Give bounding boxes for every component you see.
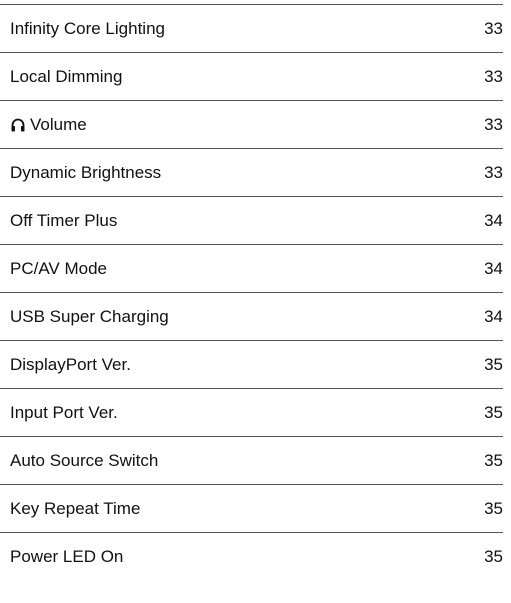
page-number: 35 (484, 402, 503, 422)
title-text: Infinity Core Lighting (10, 18, 165, 38)
toc-list: Infinity Core Lighting 33 Local Dimming 33 … (0, 4, 503, 580)
toc-title: USB Super Charging (0, 307, 169, 327)
toc-row: Infinity Core Lighting 33 (0, 4, 503, 52)
toc-row: Volume 33 (0, 100, 503, 148)
page-number: 34 (484, 306, 503, 326)
title-text: Input Port Ver. (10, 402, 118, 422)
toc-title: PC/AV Mode (0, 259, 107, 279)
page-number: 34 (484, 258, 503, 278)
page-number: 33 (484, 162, 503, 182)
toc-title: DisplayPort Ver. (0, 355, 131, 375)
toc-row: Auto Source Switch 35 (0, 436, 503, 484)
toc-title: Key Repeat Time (0, 499, 140, 519)
title-text: Off Timer Plus (10, 210, 118, 230)
toc-row: Dynamic Brightness 33 (0, 148, 503, 196)
toc-title: Auto Source Switch (0, 451, 158, 471)
title-text: Dynamic Brightness (10, 162, 162, 182)
headphones-icon (11, 118, 25, 131)
title-text: PC/AV Mode (10, 258, 108, 278)
page-number: 33 (484, 18, 503, 38)
toc-title: Power LED On (0, 547, 123, 567)
title-text: Volume (30, 114, 87, 134)
page-number: 34 (484, 210, 503, 230)
page-number: 35 (484, 498, 503, 518)
toc-title: Volume (0, 115, 87, 135)
toc-title: Dynamic Brightness (0, 163, 161, 183)
title-text: Local Dimming (10, 66, 123, 86)
title-text: USB Super Charging (10, 306, 169, 326)
page-number: 33 (484, 114, 503, 134)
toc-row: Power LED On 35 (0, 532, 503, 580)
toc-title: Input Port Ver. (0, 403, 118, 423)
toc-title: Off Timer Plus (0, 211, 117, 231)
toc-title: Infinity Core Lighting (0, 19, 165, 39)
title-text: Power LED On (10, 546, 124, 566)
toc-title: Local Dimming (0, 67, 122, 87)
toc-row: USB Super Charging 34 (0, 292, 503, 340)
toc-row: Local Dimming 33 (0, 52, 503, 100)
title-text: Key Repeat Time (10, 498, 141, 518)
page-number: 33 (484, 66, 503, 86)
toc-row: Input Port Ver. 35 (0, 388, 503, 436)
page-number: 35 (484, 354, 503, 374)
toc-row: DisplayPort Ver. 35 (0, 340, 503, 388)
page-number: 35 (484, 450, 503, 470)
page-number: 35 (484, 546, 503, 566)
title-text: Auto Source Switch (10, 450, 159, 470)
toc-row: PC/AV Mode 34 (0, 244, 503, 292)
title-text: DisplayPort Ver. (10, 354, 131, 374)
toc-row: Off Timer Plus 34 (0, 196, 503, 244)
toc-row: Key Repeat Time 35 (0, 484, 503, 532)
